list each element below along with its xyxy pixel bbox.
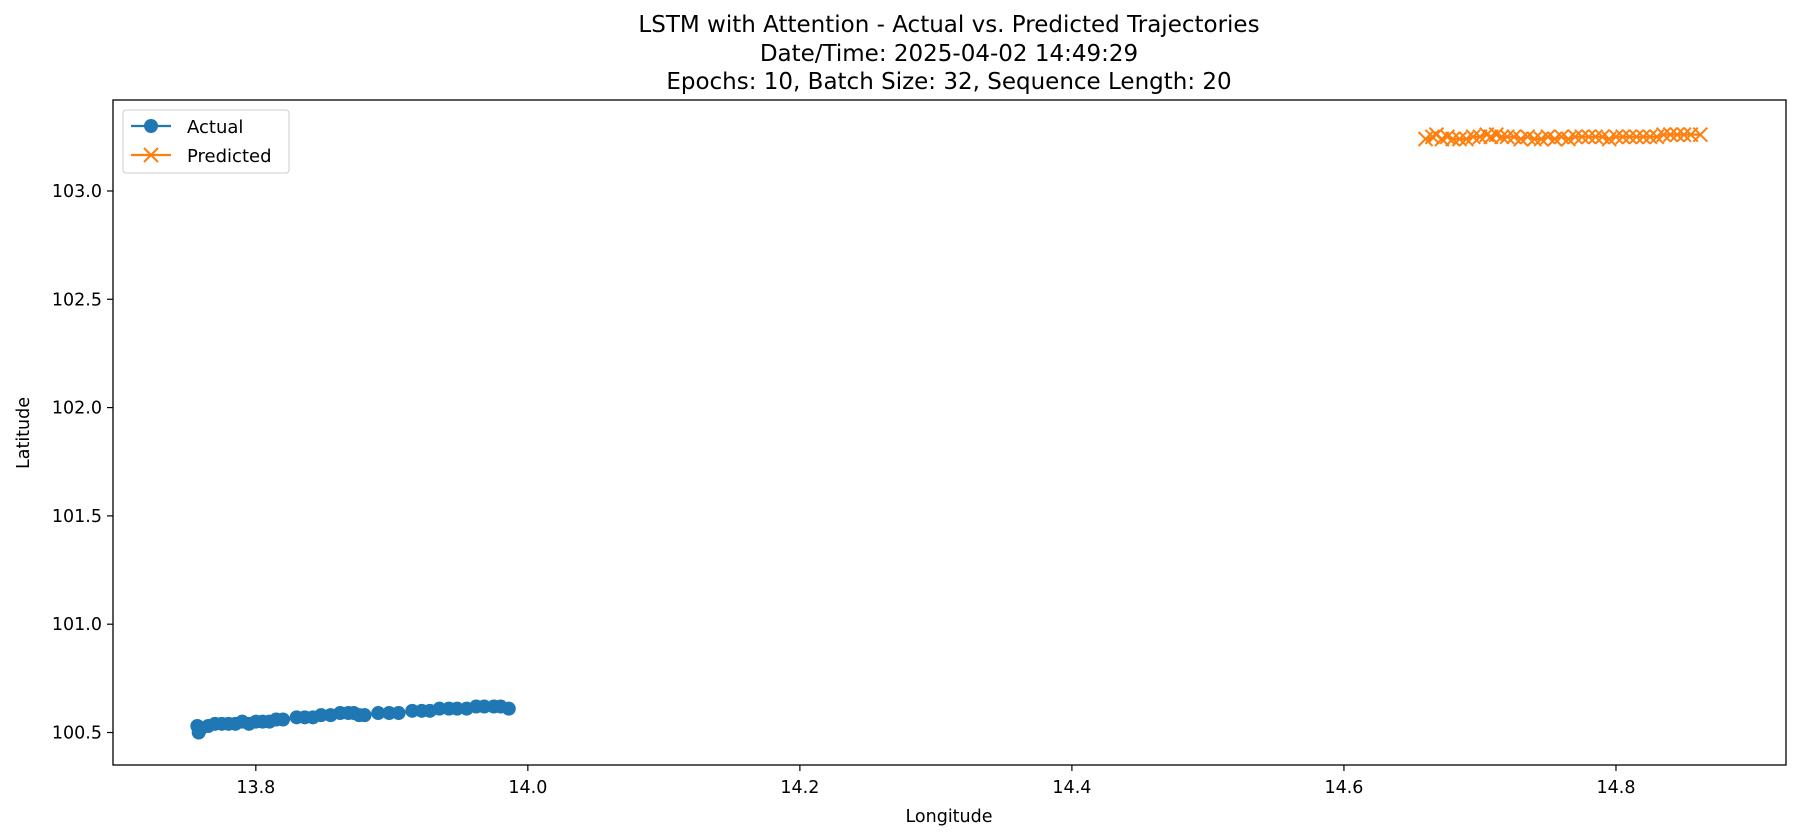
x-axis-ticks: 13.8 14.0 14.2 14.4 14.6 14.8 [236, 765, 1635, 798]
point-predicted [1574, 129, 1590, 145]
point-predicted [1434, 131, 1450, 147]
point-predicted [1662, 126, 1679, 143]
point-predicted [1655, 126, 1672, 143]
point-predicted [1628, 129, 1645, 145]
chart-title: LSTM with Attention - Actual vs. Predict… [638, 12, 1259, 95]
point-predicted [1642, 129, 1658, 145]
point-actual [276, 712, 291, 727]
series-actual [190, 699, 516, 740]
point-predicted [1669, 126, 1685, 143]
point-predicted [1581, 129, 1597, 145]
point-predicted [1567, 129, 1583, 145]
point-actual [371, 706, 386, 721]
x-tick-label: 14.0 [508, 778, 547, 798]
legend-actual-marker [144, 119, 158, 133]
point-predicted [1587, 129, 1604, 145]
point-predicted [1621, 129, 1638, 145]
plot-area [190, 126, 1709, 740]
point-predicted [1483, 129, 1499, 145]
point-predicted [1526, 131, 1543, 147]
point-predicted [1692, 126, 1709, 143]
legend: Actual Predicted [122, 109, 290, 174]
point-predicted [1499, 129, 1515, 145]
legend-actual-label: Actual [187, 117, 243, 138]
y-tick-label: 102.5 [52, 290, 102, 310]
point-predicted [1676, 126, 1692, 143]
point-predicted [1451, 131, 1468, 147]
chart-title-line-3: Epochs: 10, Batch Size: 32, Sequence Len… [666, 69, 1231, 95]
point-actual [357, 708, 372, 723]
x-tick-label: 14.4 [1052, 778, 1091, 798]
y-axis-ticks: 100.5 101.0 101.5 102.0 102.5 103.0 [52, 182, 113, 744]
chart-title-line-1: LSTM with Attention - Actual vs. Predict… [638, 12, 1259, 38]
y-tick-label: 100.5 [52, 724, 102, 744]
point-predicted [1424, 129, 1441, 145]
x-axis-label: Longitude [905, 807, 992, 827]
point-predicted [1445, 131, 1461, 147]
x-tick-label: 14.2 [780, 778, 819, 798]
point-actual [391, 706, 406, 721]
point-predicted [1439, 129, 1456, 145]
point-predicted [1608, 129, 1624, 145]
point-predicted [1465, 129, 1481, 145]
chart-title-line-2: Date/Time: 2025-04-02 14:49:29 [760, 41, 1138, 67]
point-predicted [1635, 129, 1651, 145]
axes-frame [112, 99, 1787, 766]
legend-predicted-label: Predicted [187, 146, 272, 167]
point-actual [501, 701, 516, 716]
series-predicted [1417, 126, 1709, 147]
x-tick-label: 14.8 [1596, 778, 1635, 798]
legend-predicted-marker [143, 147, 159, 163]
y-axis-label: Latitude [14, 397, 34, 469]
y-tick-label: 101.0 [52, 615, 102, 635]
y-tick-label: 101.5 [52, 507, 102, 527]
x-tick-label: 14.6 [1324, 778, 1363, 798]
y-tick-label: 102.0 [52, 399, 102, 419]
y-tick-label: 103.0 [52, 182, 102, 202]
point-predicted [1615, 129, 1631, 145]
point-predicted [1494, 129, 1510, 145]
x-tick-label: 13.8 [236, 778, 275, 798]
